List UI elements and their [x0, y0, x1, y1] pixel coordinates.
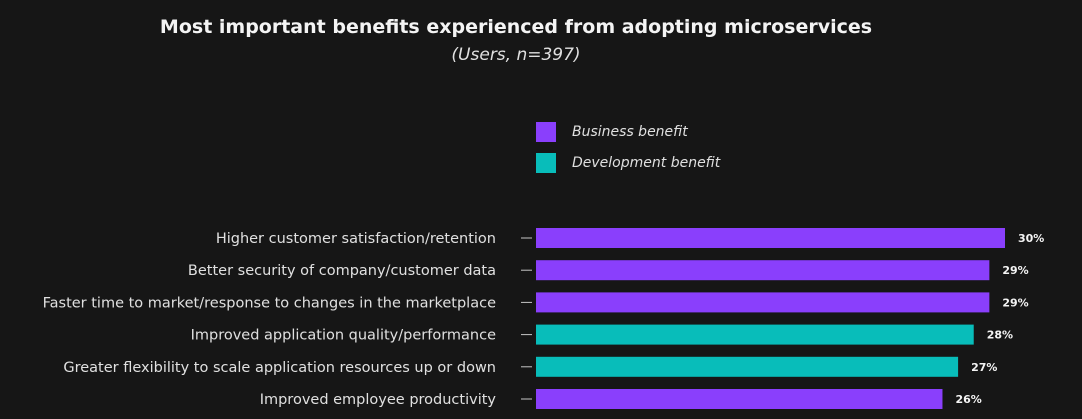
value-label: 26% — [955, 393, 981, 406]
value-label: 27% — [971, 361, 997, 374]
value-label: 29% — [1002, 264, 1028, 277]
legend-item-business: Business benefit — [536, 122, 688, 142]
category-label: Faster time to market/response to change… — [43, 295, 496, 311]
bar — [536, 228, 1005, 248]
bar — [536, 260, 990, 281]
bar — [536, 324, 974, 345]
category-label: Greater flexibility to scale application… — [63, 360, 496, 376]
chart-title: Most important benefits experienced from… — [159, 16, 873, 38]
value-label: 28% — [987, 329, 1013, 342]
legend-item-development: Development benefit — [536, 153, 720, 173]
category-label: Improved application quality/performance — [191, 328, 496, 344]
value-label: 30% — [1018, 232, 1044, 245]
chart-subtitle: (Users, n=397) — [451, 45, 581, 65]
bar — [536, 292, 990, 313]
bar — [536, 356, 959, 377]
legend-label-development: Development benefit — [572, 155, 721, 171]
bar — [536, 389, 943, 409]
category-label: Better security of company/customer data — [188, 263, 496, 279]
legend-label-business: Business benefit — [572, 124, 688, 140]
value-label: 29% — [1002, 296, 1028, 309]
category-label: Improved employee productivity — [260, 392, 497, 408]
legend-swatch-development — [536, 153, 556, 173]
legend-swatch-business — [536, 122, 556, 142]
category-label: Higher customer satisfaction/retention — [216, 231, 496, 247]
